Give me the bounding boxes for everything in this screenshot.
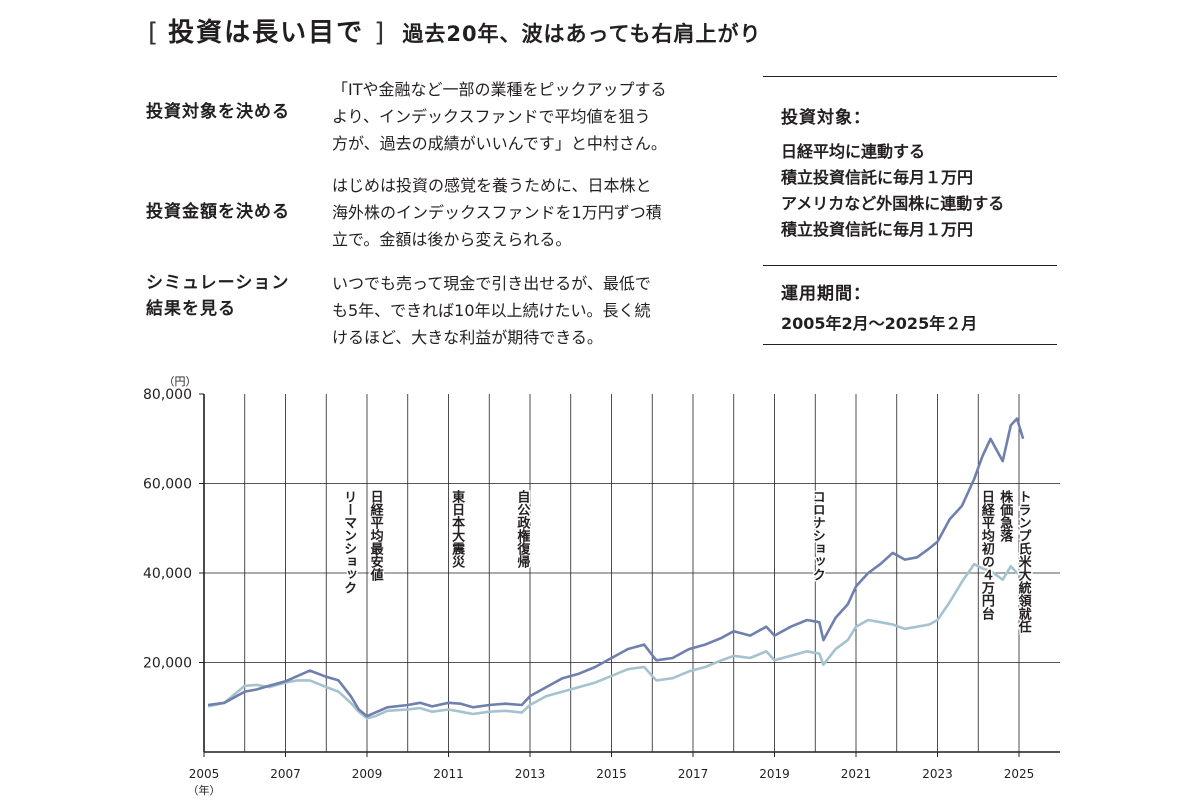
header: [ 投資は長い目で ] 過去20年、波はあっても右肩上がり (148, 12, 761, 52)
event-annotation: 日経平均初の４万円台 (979, 490, 996, 621)
target-line: 積立投資信託に毎月１万円 (781, 220, 974, 239)
x-tick-label: 2009 (352, 767, 383, 781)
page-title: 投資は長い目で (168, 18, 365, 48)
series-line-nikkei (207, 562, 1024, 720)
series-line-foreign (207, 417, 1025, 718)
y-tick-label: 40,000 (143, 566, 192, 582)
step-label: 投資対象を決める (146, 102, 290, 122)
line-chart: 20,000 40,000 60,000 80,000（円） 2005 2007 2009 2… (143, 375, 1060, 797)
x-tick-label: 2005 (189, 767, 220, 781)
event-annotation: 株価急落 (997, 489, 1014, 543)
event-annotation: リーマンショック (341, 490, 357, 594)
title-bracket-open: [ (148, 18, 159, 48)
y-tick-label: 60,000 (143, 477, 192, 493)
x-tick-label: 2013 (515, 767, 546, 781)
step-label-line: 結果を見る (146, 299, 236, 319)
y-unit-label: （円） (164, 375, 197, 388)
divider (763, 265, 1057, 266)
x-tick-label: 2025 (1004, 767, 1035, 781)
x-tick-label: 2011 (433, 767, 464, 781)
event-annotation: 自公政権復帰 (514, 489, 531, 569)
x-tick-label: 2017 (678, 767, 709, 781)
target-line: 日経平均に連動する (781, 142, 926, 161)
step-text: いつでも売って現金で引き出せるが、最低で も5年、できれば10年以上続けたい。長… (332, 274, 651, 347)
y-tick-label: 20,000 (143, 656, 192, 672)
event-annotation: コロナショック (810, 490, 826, 581)
event-annotation: 東日本大震災 (449, 489, 466, 569)
event-annotation: 日経平均最安値 (368, 490, 385, 582)
x-tick-label: 2015 (596, 767, 627, 781)
period-value: 2005年2月〜2025年２月 (781, 314, 978, 333)
x-tick-label: 2007 (270, 767, 301, 781)
event-annotation: トランプ氏米大統領就任 (1016, 490, 1032, 634)
divider (763, 344, 1057, 345)
step-label-line: シミュレーション (146, 273, 290, 293)
target-line: アメリカなど外国株に連動する (781, 194, 1005, 213)
period-heading: 運用期間： (781, 284, 871, 304)
x-tick-label: 2023 (922, 767, 953, 781)
step-text: はじめは投資の感覚を養うために、日本株と 海外株のインデックスファンドを1万円ず… (332, 176, 662, 249)
target-line: 積立投資信託に毎月１万円 (781, 168, 974, 187)
x-unit-label: （年） (188, 783, 221, 797)
page-subtitle: 過去20年、波はあっても右肩上がり (402, 22, 762, 46)
x-tick-label: 2019 (759, 767, 790, 781)
step-text: 「ITや金融など一部の業種をピックアップする より、インデックスファンドで平均値… (332, 80, 667, 153)
title-bracket-close: ] (374, 18, 385, 48)
target-heading: 投資対象： (781, 108, 871, 128)
x-tick-label: 2021 (841, 767, 872, 781)
step-label: 投資金額を決める (146, 202, 290, 222)
y-tick-label: 80,000 (143, 387, 192, 403)
divider (763, 76, 1057, 77)
